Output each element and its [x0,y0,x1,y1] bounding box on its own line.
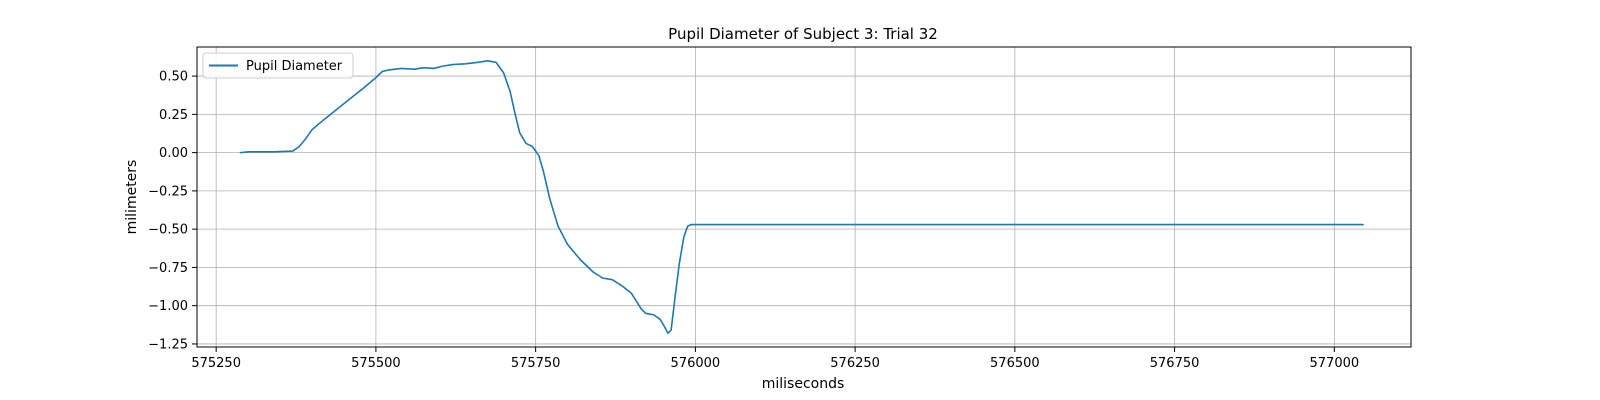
y-tick-label: −1.00 [148,299,188,314]
legend: Pupil Diameter [202,52,354,79]
grid-lines [197,47,1411,347]
x-axis-title: miliseconds [762,376,845,392]
legend-label: Pupil Diameter [246,59,343,74]
y-tick-label: −0.75 [148,261,188,276]
x-tick-label: 576250 [830,356,880,371]
x-tick-label: 575500 [351,356,401,371]
series-layer [239,59,1364,335]
x-tick-label: 575750 [511,356,561,371]
chart-title: Pupil Diameter of Subject 3: Trial 32 [668,25,938,43]
y-tick-label: 0.25 [159,108,188,123]
x-tick-label: 576000 [671,356,721,371]
x-tick-label: 575250 [191,356,241,371]
y-tick-label: −1.25 [148,337,188,352]
plot-frame [196,46,1412,348]
y-axis: 0.50 0.25 0.00 −0.25 −0.50 −0.75 −1.00 −1.25 [148,70,197,352]
x-tick-label: 576500 [990,356,1040,371]
y-axis-title: milimeters [124,160,140,235]
legend-box [202,52,354,79]
y-tick-label: −0.25 [148,184,188,199]
x-axis: 575250 575500 575750 576000 576250 576500 5767… [191,347,1359,371]
y-tick-label: −0.50 [148,223,188,238]
y-tick-label: 0.50 [159,70,188,85]
x-tick-label: 576750 [1150,356,1200,371]
x-tick-label: 577000 [1310,356,1360,371]
y-tick-label: 0.00 [159,146,188,161]
series-line-pupil-diameter [239,59,1364,335]
